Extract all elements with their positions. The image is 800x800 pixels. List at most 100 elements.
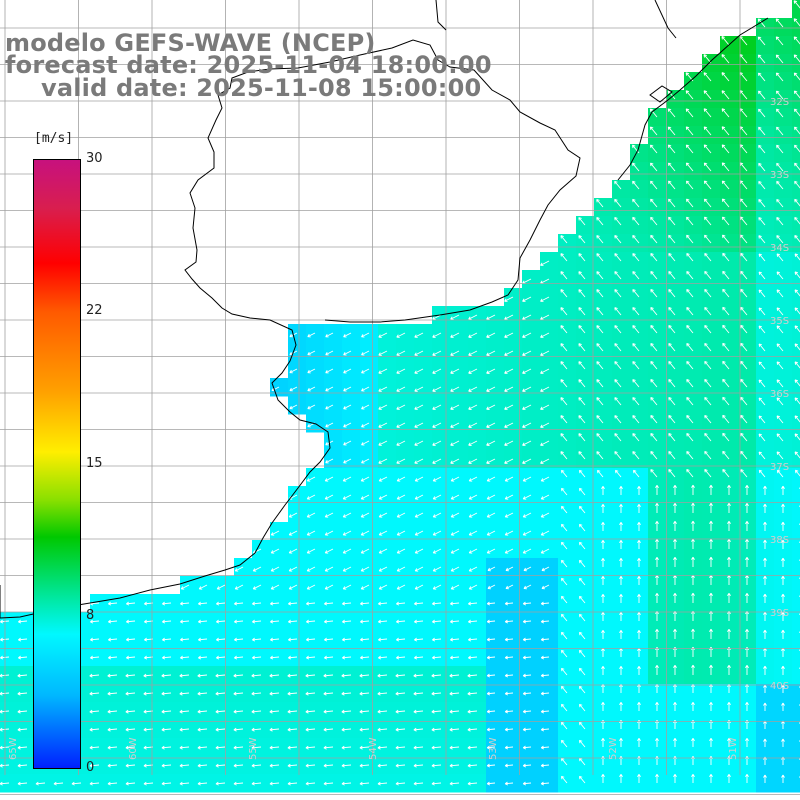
wind-speed-cell [504, 504, 523, 523]
wind-vector-arrow [396, 512, 406, 518]
wind-speed-cell [576, 558, 595, 577]
wind-vector-arrow [108, 637, 118, 642]
wind-speed-cell [684, 180, 703, 199]
wind-speed-cell [630, 324, 649, 343]
wind-vector-arrow [360, 601, 370, 606]
lat-label: 37S [770, 462, 789, 473]
wind-vector-arrow [323, 709, 334, 714]
wind-speed-cell [666, 288, 685, 307]
wind-vector-arrow [727, 592, 731, 603]
wind-speed-cell [774, 342, 793, 361]
wind-vector-arrow [619, 540, 623, 549]
wind-speed-cell [792, 72, 800, 91]
wind-vector-arrow [691, 774, 695, 783]
wind-speed-cell [576, 630, 595, 649]
wind-vector-arrow [794, 469, 800, 477]
wind-vector-arrow [325, 332, 334, 338]
wind-vector-arrow [578, 235, 586, 244]
wind-speed-cell [792, 54, 800, 73]
wind-speed-cell [774, 324, 793, 343]
wind-speed-cell [378, 756, 397, 775]
wind-vector-arrow [722, 324, 730, 334]
wind-speed-cell [792, 630, 800, 649]
wind-vector-arrow [703, 144, 712, 154]
wind-speed-cell [198, 612, 217, 631]
wind-vector-arrow [251, 763, 262, 768]
wind-vector-arrow [197, 781, 208, 786]
wind-vector-arrow [288, 530, 298, 536]
wind-speed-cell [198, 684, 217, 703]
wind-speed-cell [198, 720, 217, 739]
wind-vector-arrow [504, 619, 514, 624]
wind-vector-arrow [343, 386, 352, 392]
wind-speed-cell [648, 378, 667, 397]
wind-speed-cell [198, 576, 217, 595]
wind-speed-cell [378, 324, 397, 343]
wind-speed-cell [252, 738, 271, 757]
valid-date: valid date: 2025-11-08 15:00:00 [41, 74, 482, 102]
wind-speed-cell [486, 360, 505, 379]
wind-vector-arrow [126, 655, 136, 660]
wind-speed-cell [702, 72, 721, 91]
wind-vector-arrow [325, 386, 334, 392]
colorbar-tick-0: 0 [86, 760, 95, 775]
wind-vector-arrow [323, 691, 334, 696]
wind-speed-cell [702, 594, 721, 613]
wind-vector-arrow [703, 198, 712, 208]
wind-vector-arrow [655, 521, 659, 531]
wind-speed-cell [558, 342, 577, 361]
wind-vector-arrow [614, 271, 622, 280]
wind-vector-arrow [722, 306, 730, 316]
wind-speed-cell [738, 126, 757, 145]
wind-speed-cell [720, 126, 739, 145]
wind-vector-arrow [650, 307, 658, 316]
wind-speed-cell [288, 702, 307, 721]
wind-speed-cell [270, 612, 289, 631]
wind-vector-arrow [763, 684, 767, 693]
wind-speed-cell [360, 630, 379, 649]
wind-vector-arrow [215, 691, 226, 696]
wind-speed-cell [774, 738, 793, 757]
wind-vector-arrow [467, 691, 478, 696]
wind-speed-cell [252, 612, 271, 631]
wind-vector-arrow [758, 108, 766, 118]
wind-vector-arrow [414, 440, 424, 446]
wind-vector-arrow [343, 458, 352, 464]
wind-vector-arrow [763, 611, 767, 621]
wind-vector-arrow [324, 619, 334, 624]
wind-vector-arrow [758, 343, 766, 352]
wind-vector-arrow [650, 271, 658, 280]
wind-vector-arrow [560, 235, 568, 244]
wind-speed-cell [612, 612, 631, 631]
wind-speed-cell [594, 450, 613, 469]
wind-speed-cell [756, 522, 775, 541]
wind-vector-arrow [632, 415, 640, 424]
wind-speed-cell [648, 558, 667, 577]
wind-vector-arrow [18, 655, 28, 660]
wind-speed-cell [396, 378, 415, 397]
wind-speed-cell [630, 234, 649, 253]
wind-speed-cell [342, 702, 361, 721]
wind-vector-arrow [763, 557, 767, 567]
wind-vector-arrow [691, 610, 695, 621]
wind-vector-arrow [396, 386, 406, 392]
wind-speed-cell [612, 540, 631, 559]
wind-speed-cell [684, 108, 703, 127]
wind-vector-arrow [740, 270, 748, 280]
wind-vector-arrow [360, 637, 370, 642]
wind-vector-arrow [306, 566, 316, 572]
wind-speed-cell [360, 666, 379, 685]
wind-vector-arrow [234, 655, 244, 660]
wind-vector-arrow [540, 637, 550, 642]
wind-speed-cell [720, 324, 739, 343]
wind-vector-arrow [560, 703, 568, 712]
wind-speed-cell [594, 684, 613, 703]
wind-vector-arrow [560, 379, 568, 388]
wind-speed-cell [90, 774, 109, 793]
wind-speed-cell [162, 612, 181, 631]
wind-speed-cell [756, 198, 775, 217]
wind-vector-arrow [486, 763, 496, 768]
wind-speed-cell [36, 774, 55, 793]
wind-vector-arrow [745, 539, 749, 549]
